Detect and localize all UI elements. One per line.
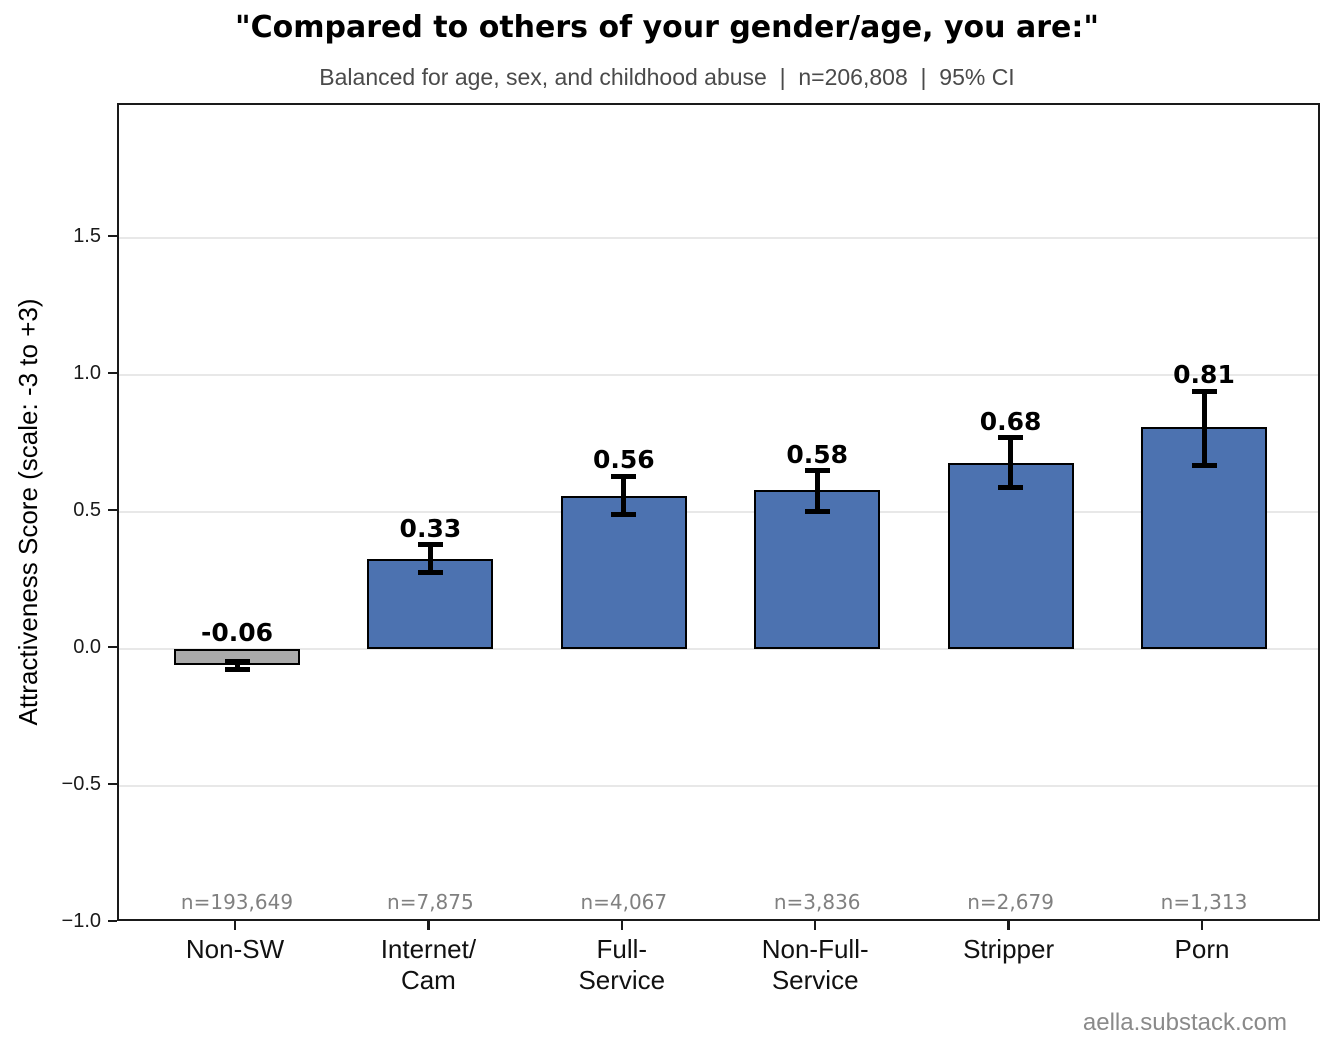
gridline: [119, 647, 1318, 650]
error-bar-cap: [804, 468, 830, 474]
bar-value-label: 0.33: [399, 513, 462, 543]
bar: [560, 495, 687, 649]
error-bar-cap: [1191, 462, 1217, 468]
error-bar-cap: [611, 512, 637, 518]
error-bar-cap: [998, 435, 1024, 441]
bar-value-label: 0.58: [786, 439, 849, 469]
y-tick-label: 1.5: [73, 224, 101, 247]
x-axis-tick: [813, 921, 817, 930]
error-bar-cap: [417, 569, 443, 575]
error-bar-line: [234, 661, 240, 670]
error-bar-cap: [611, 473, 637, 479]
x-axis-tick: [1007, 921, 1010, 930]
error-bar-cap: [417, 542, 443, 548]
gridline: [119, 373, 1318, 376]
gridline: [119, 784, 1318, 787]
sample-size-label: n=2,679: [967, 890, 1054, 914]
y-tick-label: 0.5: [73, 498, 101, 521]
bar-value-label: 0.81: [1173, 360, 1235, 390]
bar: [1141, 426, 1267, 649]
x-axis-tick: [427, 921, 430, 930]
sample-size-label: n=7,875: [387, 890, 474, 914]
error-bar-line: [621, 476, 627, 515]
plot-area: -0.06 n=193,649 0.33 n=7,875 0.56 n=4,067 0.58…: [117, 103, 1320, 921]
chart-subtitle: Balanced for age, sex, and childhood abu…: [319, 64, 1015, 90]
x-category-label: Non-Full- Service: [761, 934, 869, 995]
y-axis-tick: [108, 919, 117, 923]
gridline: [119, 510, 1318, 513]
y-axis-tick: [108, 645, 117, 649]
sample-size-label: n=1,313: [1160, 890, 1248, 914]
y-axis-tick: [108, 508, 117, 512]
error-bar-cap: [804, 509, 830, 515]
gridline: [119, 236, 1318, 239]
error-bar-line: [1008, 437, 1014, 488]
bar: [947, 462, 1074, 649]
sample-size-label: n=3,836: [773, 890, 861, 914]
error-bar-cap: [1191, 388, 1217, 394]
bar-value-label: -0.06: [200, 617, 274, 647]
x-axis-tick: [1200, 921, 1204, 930]
x-axis-tick: [233, 921, 237, 930]
y-tick-label: 1.0: [73, 361, 101, 384]
y-tick-label: −1.0: [61, 910, 101, 932]
bar-value-label: 0.56: [592, 445, 655, 475]
y-axis-tick: [108, 371, 117, 375]
sample-size-label: n=193,649: [180, 890, 294, 914]
bar: [754, 490, 881, 649]
chart-title: "Compared to others of your gender/age, …: [235, 10, 1099, 45]
bar-value-label: 0.68: [979, 406, 1042, 436]
x-axis-tick: [620, 921, 624, 930]
x-category-label: Porn: [1174, 934, 1230, 964]
sample-size-label: n=4,067: [580, 890, 668, 914]
y-axis-tick: [108, 234, 117, 238]
y-tick-label: 0.0: [73, 635, 101, 658]
x-category-label: Full- Service: [578, 934, 666, 995]
error-bar-line: [427, 544, 433, 573]
footer-credit: aella.substack.com: [1082, 1009, 1287, 1036]
error-bar-line: [1201, 391, 1207, 466]
x-category-label: Internet/ Cam: [380, 934, 477, 995]
error-bar-cap: [224, 658, 250, 664]
x-category-label: Stripper: [963, 934, 1055, 964]
x-category-label: Non-SW: [185, 934, 285, 964]
error-bar-cap: [224, 667, 250, 673]
y-axis-tick: [108, 782, 117, 786]
error-bar-line: [814, 470, 820, 512]
y-tick-label: −0.5: [61, 772, 101, 795]
error-bar-cap: [998, 484, 1024, 490]
